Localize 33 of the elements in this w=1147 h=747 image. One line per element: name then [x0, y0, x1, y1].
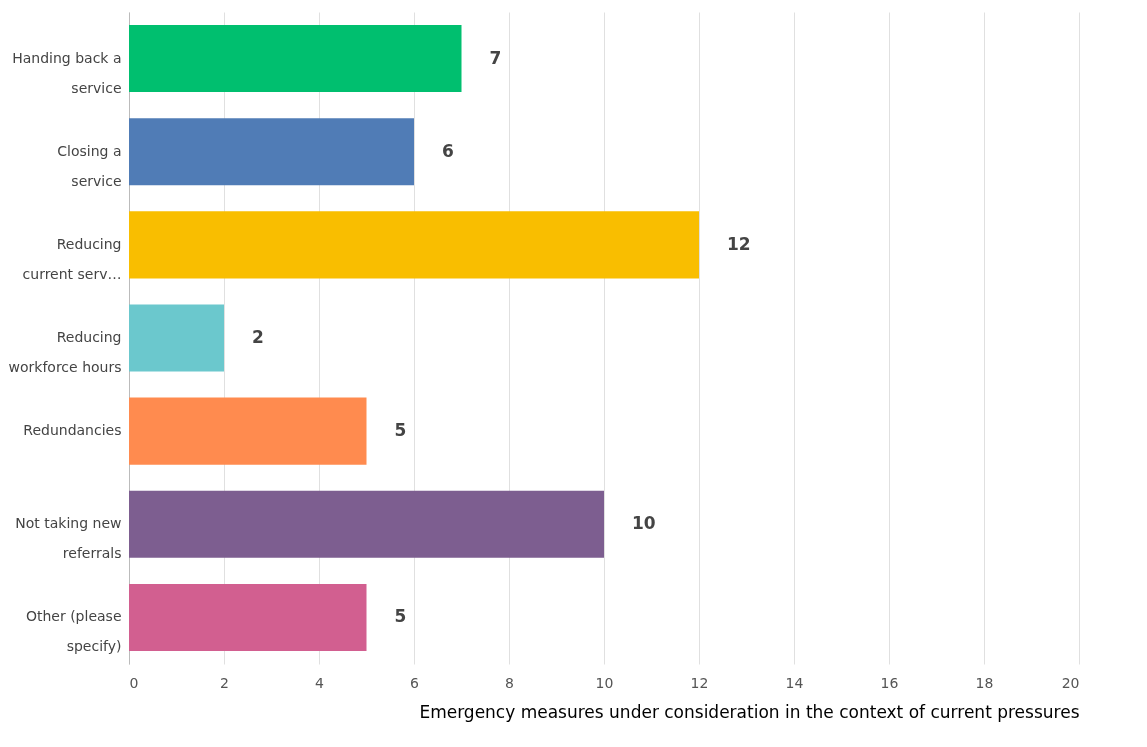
bar: [129, 304, 224, 372]
x-tick-label: 20: [1061, 674, 1080, 691]
x-tick-label: 4: [315, 674, 325, 691]
bar: [129, 118, 414, 186]
x-tick-label: 6: [410, 674, 420, 691]
x-axis-title: Emergency measures under consideration in the context of current pressures: [419, 701, 1080, 722]
bar: [129, 583, 367, 651]
y-tick-label: Other (please specify): [25, 608, 122, 655]
data-label: 12: [727, 233, 751, 254]
x-tick-label: 2: [220, 674, 229, 691]
y-tick-label: Reducing workforce hours: [8, 329, 122, 375]
bar: [129, 211, 699, 279]
x-tick-label: 10: [595, 674, 614, 691]
y-tick-label: Redundancies: [23, 422, 122, 439]
data-label: 5: [394, 606, 407, 627]
x-tick-label: 16: [880, 674, 899, 691]
x-tick-label: 14: [785, 674, 804, 691]
x-tick-label: 12: [690, 674, 709, 691]
data-label: 6: [442, 140, 454, 161]
data-label: 5: [394, 420, 407, 441]
y-tick-label: Handing back a service: [12, 49, 122, 96]
x-tick-label: 0: [129, 674, 139, 691]
y-tick-label: Not taking new referrals: [15, 515, 122, 562]
data-label: 10: [632, 513, 656, 534]
y-tick-label: Closing a service: [57, 142, 122, 189]
bar: [129, 397, 367, 465]
x-tick-label: 18: [975, 674, 994, 691]
x-tick-label: 8: [505, 674, 514, 691]
bar: [129, 490, 604, 558]
y-tick-label: Reducing current serv…: [22, 235, 122, 282]
bar: [129, 25, 462, 93]
data-label: 7: [489, 47, 502, 68]
data-label: 2: [252, 327, 264, 347]
